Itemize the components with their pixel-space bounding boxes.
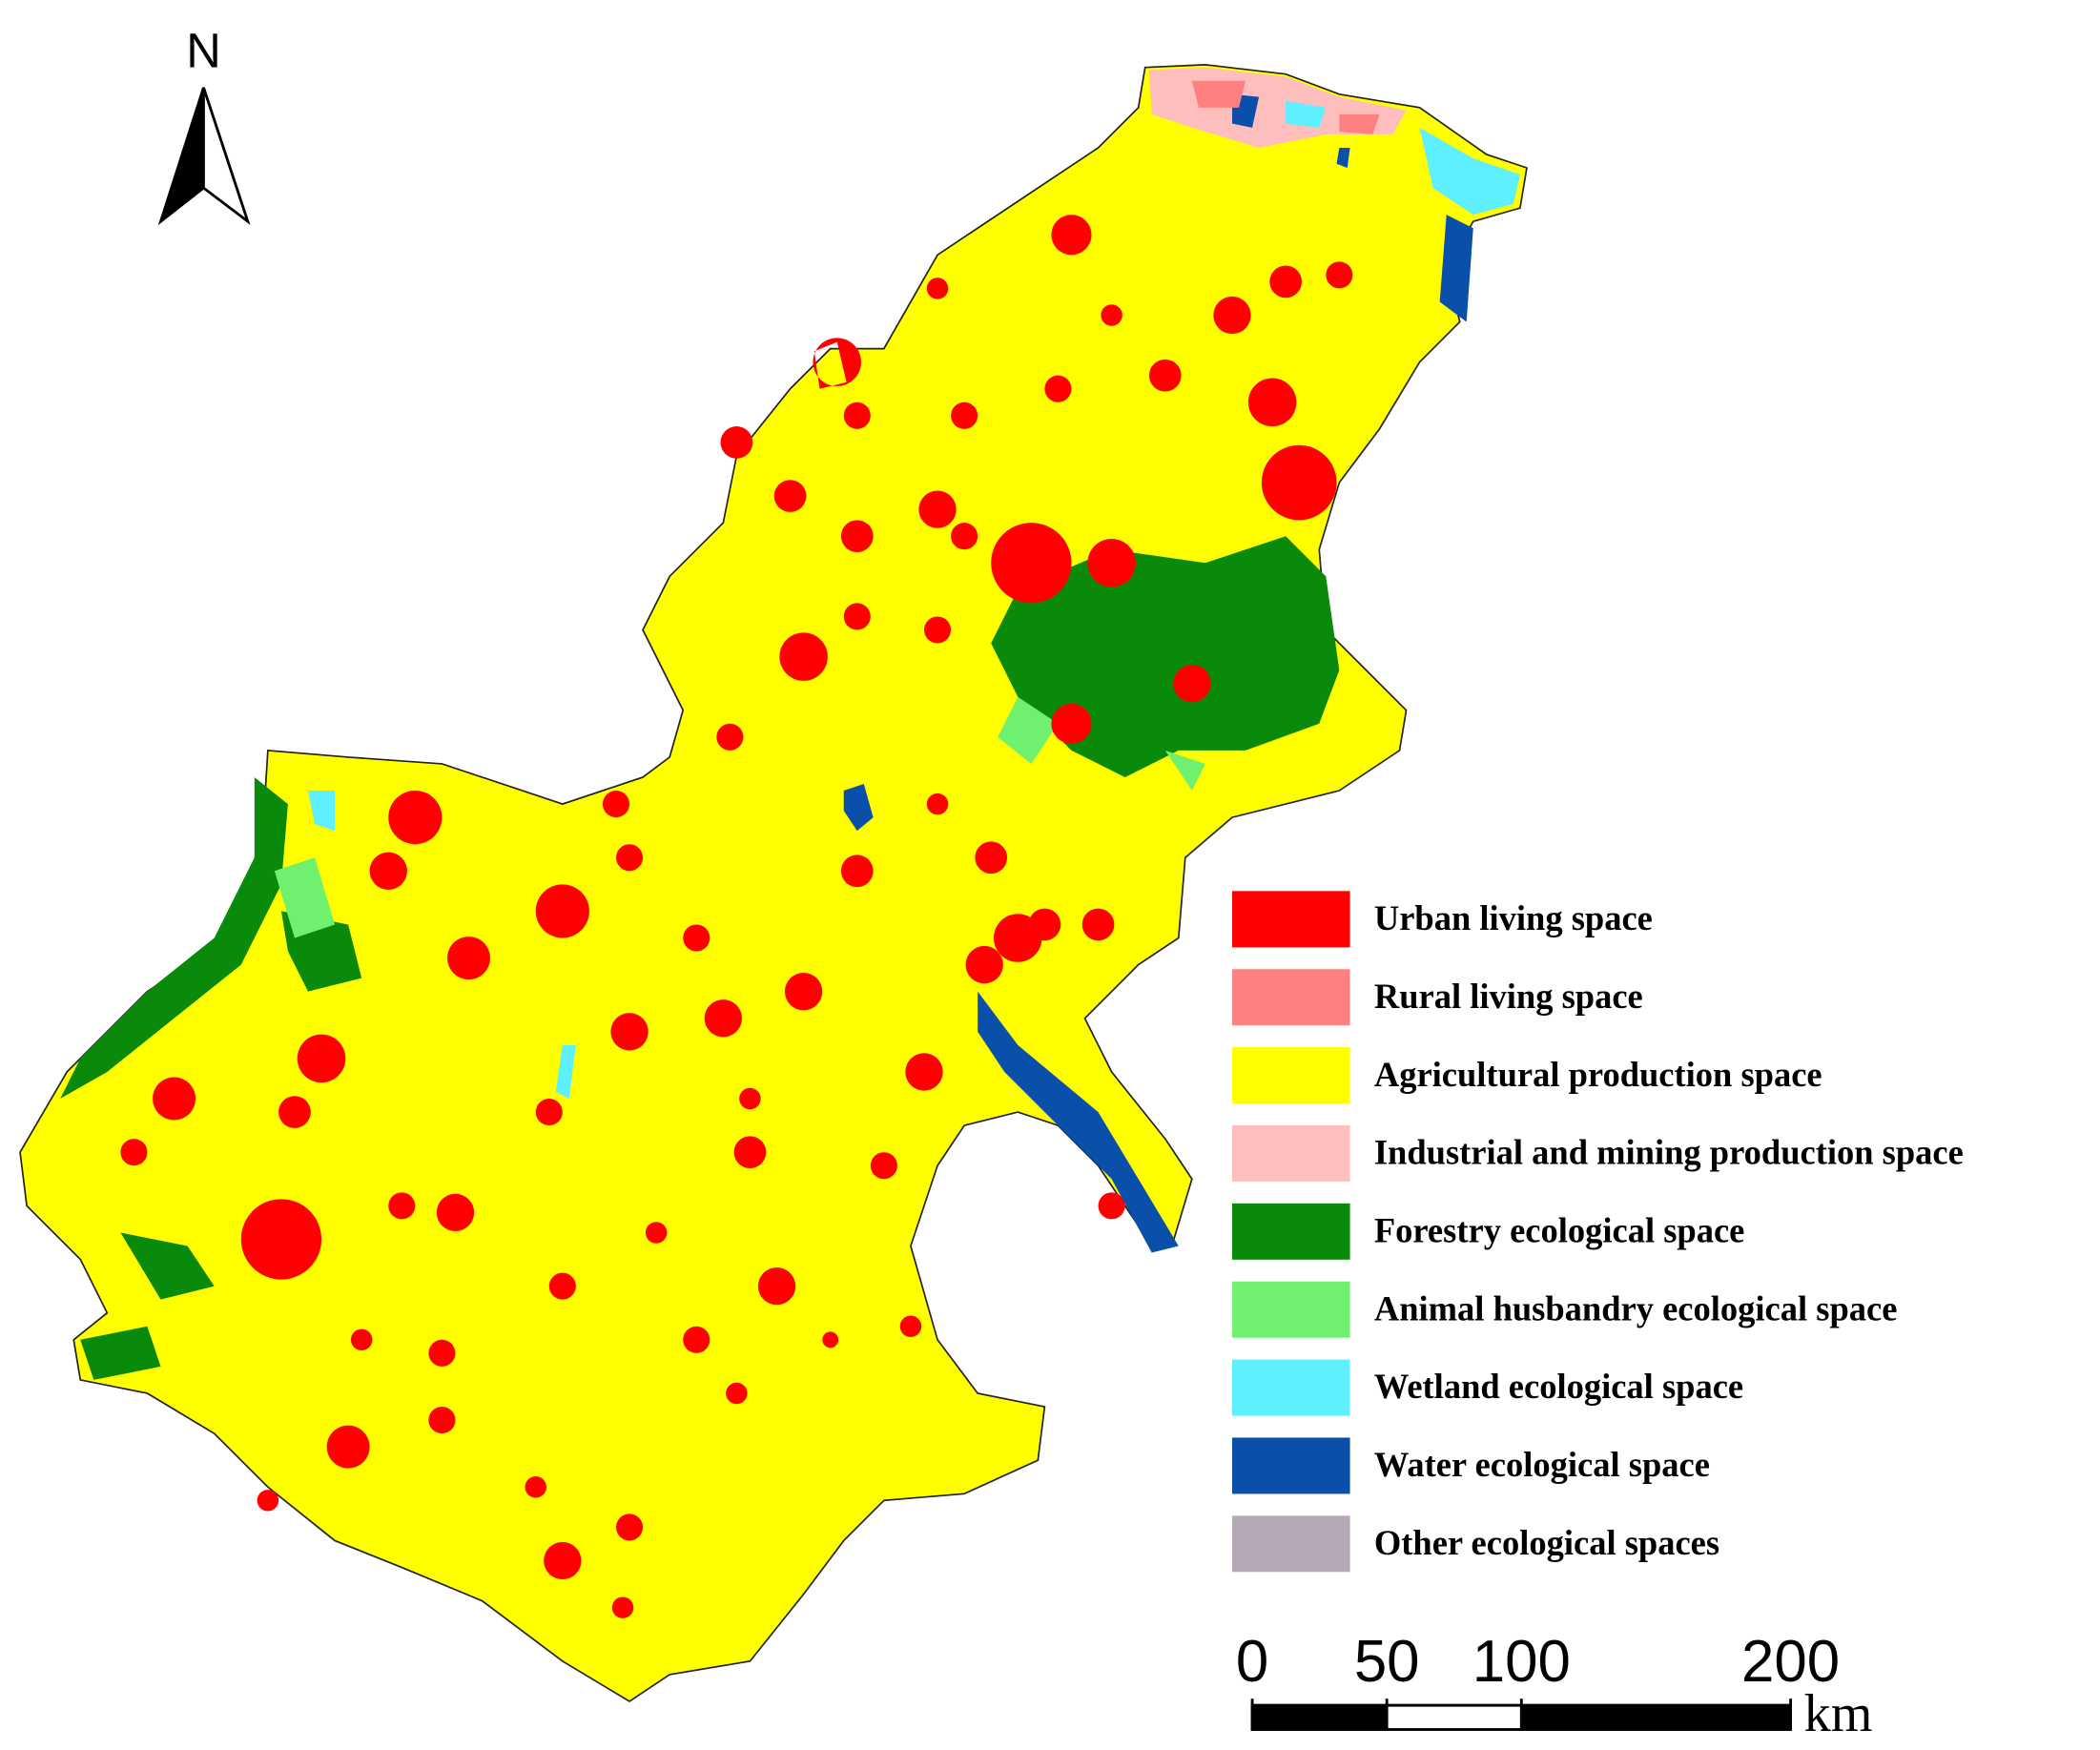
scale-label: 0 [1236,1629,1268,1695]
legend-label: Water ecological space [1374,1445,1710,1484]
legend-label: Animal husbandry ecological space [1374,1288,1898,1328]
legend-label: Forestry ecological space [1374,1211,1745,1250]
north-arrow-left [157,87,205,226]
legend-swatch [1231,1047,1350,1104]
legend-swatch [1231,1515,1350,1573]
legend-swatch [1231,1359,1350,1416]
legend-swatch [1231,969,1350,1026]
scale-label: 100 [1472,1629,1571,1695]
legend-label: Rural living space [1374,977,1643,1016]
north-arrow-right [202,87,251,226]
legend-swatch [1231,891,1350,948]
scale-segment [1250,1703,1389,1731]
legend-swatch [1231,1124,1350,1182]
legend-swatch [1231,1281,1350,1338]
rural-areas [1191,80,1380,134]
legend-swatch [1231,1203,1350,1260]
scale-segment [1385,1703,1523,1731]
north-label: N [186,24,221,78]
legend-label: Urban living space [1374,898,1653,937]
legend-swatch [1231,1437,1350,1494]
legend-label: Wetland ecological space [1374,1367,1743,1406]
region-base [19,64,1528,1702]
scale-unit: km [1804,1684,1873,1743]
legend-label: Agricultural production space [1374,1055,1822,1094]
scale-segment [1519,1703,1793,1731]
legend-label: Other ecological spaces [1374,1523,1719,1562]
legend-label: Industrial and mining production space [1374,1133,1964,1172]
legend: Urban living space Rural living space Agri… [1231,891,1964,1573]
scale-label: 200 [1741,1629,1840,1695]
urban-areas [120,215,1353,1618]
forestry-area [60,536,1340,1380]
scale-label: 50 [1354,1629,1420,1695]
